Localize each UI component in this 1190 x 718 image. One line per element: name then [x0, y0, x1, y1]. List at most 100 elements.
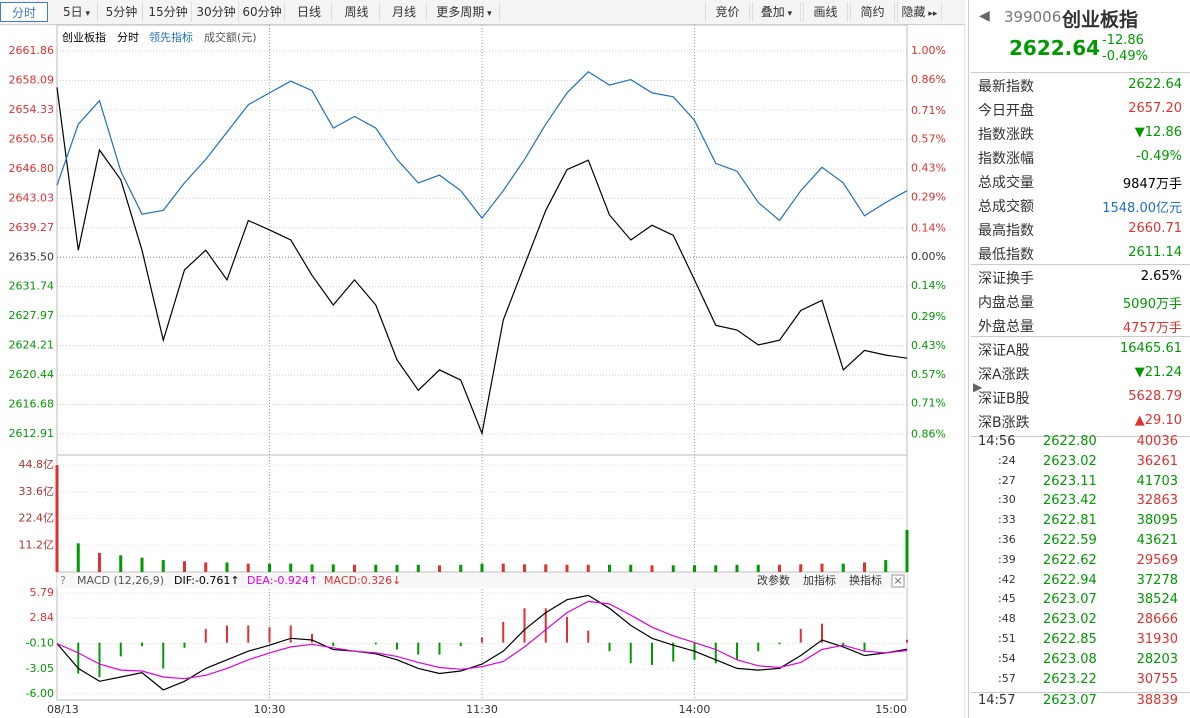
- y-tick-label: 2.84: [30, 611, 55, 624]
- tool-button[interactable]: 隐藏 ▸▸: [897, 2, 942, 22]
- tick-time: :24: [998, 453, 1016, 467]
- y-tick-label: 2631.74: [9, 280, 55, 293]
- price-line: [56, 71, 908, 222]
- y2-tick-label: 0.57%: [911, 133, 946, 146]
- row-label: 深证A股: [978, 343, 1030, 359]
- tool-button[interactable]: 叠加 ▾: [752, 2, 801, 22]
- x-tick-label: 10:30: [254, 703, 286, 716]
- row-label: 外盘总量: [978, 319, 1034, 335]
- row-value: 9847万手: [1122, 177, 1182, 192]
- tool-button[interactable]: 竞价: [705, 2, 750, 22]
- period-tab[interactable]: 周线: [334, 2, 380, 22]
- tick-price: 2622.94: [1043, 572, 1097, 588]
- row-label: 最高指数: [978, 223, 1034, 239]
- volume-bar: [161, 560, 165, 572]
- separator: [971, 336, 1190, 337]
- chart-bg: [0, 25, 964, 718]
- volume-bar: [714, 565, 718, 572]
- y2-tick-label: 0.14%: [911, 221, 946, 234]
- y-tick-label: 44.8亿: [19, 458, 55, 471]
- tick-time: :42: [998, 572, 1016, 586]
- row-value: ▼21.24: [1134, 365, 1182, 380]
- y2-tick-label: 0.86%: [911, 428, 946, 441]
- volume-bar: [225, 562, 229, 572]
- y-tick-label: 2661.86: [9, 44, 55, 57]
- tick-volume: 31930: [1136, 632, 1178, 647]
- y-tick-label: 2654.33: [9, 103, 55, 116]
- tick-time: 14:57: [978, 693, 1016, 709]
- tool-icon: ▾: [784, 9, 793, 19]
- row-value: -0.49%: [1136, 149, 1182, 164]
- tick-price: 2623.22: [1043, 671, 1097, 687]
- chart-note: 成交额(元): [204, 30, 257, 44]
- y-tick-label: 11.2亿: [19, 538, 55, 551]
- row-label: 内盘总量: [978, 295, 1034, 311]
- legend-entry: 领先指标: [149, 30, 193, 44]
- change-pct: -0.49%: [1102, 49, 1148, 64]
- volume-bar: [331, 564, 335, 572]
- period-tab[interactable]: 30分钟: [194, 2, 239, 22]
- volume-bar: [586, 564, 590, 572]
- volume-bar: [119, 555, 123, 572]
- y-tick-label: 2627.97: [9, 309, 55, 322]
- period-tab[interactable]: 15分钟: [145, 2, 192, 22]
- row-label: 深证B股: [978, 391, 1030, 407]
- price-line: [56, 87, 908, 436]
- indicator-button[interactable]: 加指标: [803, 573, 836, 587]
- x-tick-label: 14:00: [679, 703, 711, 716]
- row-label: 指数涨跌: [978, 127, 1034, 143]
- volume-bar: [289, 563, 293, 572]
- chart-title: MACD (12,26,9): [77, 574, 164, 587]
- volume-bar: [374, 564, 378, 572]
- legend-entry: MACD:0.326↓: [324, 574, 401, 587]
- x-tick-label: 08/13: [47, 703, 79, 716]
- volume-bar: [438, 565, 441, 572]
- volume-bar: [353, 564, 356, 572]
- row-label: 今日开盘: [978, 103, 1034, 119]
- tick-price: 2623.07: [1043, 592, 1097, 608]
- tick-time: :57: [998, 671, 1016, 685]
- volume-bar: [650, 565, 654, 572]
- period-tab[interactable]: 5分钟: [101, 2, 143, 22]
- indicator-button[interactable]: 换指标: [849, 573, 882, 587]
- period-tab[interactable]: 5日 ▾: [56, 2, 98, 22]
- period-tab[interactable]: 月线: [382, 2, 427, 22]
- close-box[interactable]: [891, 574, 905, 588]
- tool-button[interactable]: 画线: [803, 2, 848, 22]
- quote-panel: ▶ ◀ 399006 创业板指 2622.64 -12.86 -0.49% 最新指数 2622…: [968, 0, 1190, 718]
- row-label: 最低指数: [978, 247, 1034, 263]
- legend-entry: DEA:-0.924↑: [247, 574, 318, 587]
- volume-bar: [246, 563, 250, 572]
- y2-tick-label: 0.00%: [911, 250, 946, 263]
- tick-volume: 30755: [1136, 671, 1178, 687]
- row-value: 16465.61: [1119, 341, 1182, 356]
- period-tab[interactable]: 分时: [0, 2, 48, 22]
- y2-tick-label: 0.86%: [911, 73, 946, 86]
- volume-bar: [183, 561, 186, 572]
- tick-time: :39: [998, 552, 1016, 566]
- row-value: 5628.79: [1128, 389, 1182, 404]
- tool-button[interactable]: 简约: [850, 2, 895, 22]
- y-tick-label: -6.00: [26, 687, 54, 700]
- volume-bar: [204, 562, 208, 572]
- volume-bar: [523, 564, 526, 572]
- period-tab[interactable]: 60分钟: [240, 2, 285, 22]
- row-label: 深B涨跌: [978, 415, 1030, 431]
- y2-tick-label: 1.00%: [911, 44, 946, 57]
- tick-volume: 38839: [1136, 693, 1178, 709]
- nav-prev[interactable]: ◀: [979, 8, 990, 24]
- y-tick-label: 22.4亿: [19, 512, 55, 525]
- separator: [971, 72, 1190, 73]
- macd-header-bg: [57, 573, 907, 588]
- y-tick-label: -0.10: [26, 636, 54, 649]
- collapse-arrow[interactable]: ▶: [973, 380, 983, 394]
- volume-bar: [629, 564, 633, 572]
- y-tick-label: 2624.21: [9, 339, 55, 352]
- period-tab[interactable]: 更多周期 ▾: [429, 2, 500, 22]
- period-tab[interactable]: 日线: [287, 2, 332, 22]
- tick-price: 2622.80: [1043, 434, 1097, 449]
- indicator-button[interactable]: 改参数: [757, 573, 790, 587]
- tick-volume: 38524: [1136, 592, 1178, 608]
- tick-price: 2623.02: [1043, 612, 1097, 628]
